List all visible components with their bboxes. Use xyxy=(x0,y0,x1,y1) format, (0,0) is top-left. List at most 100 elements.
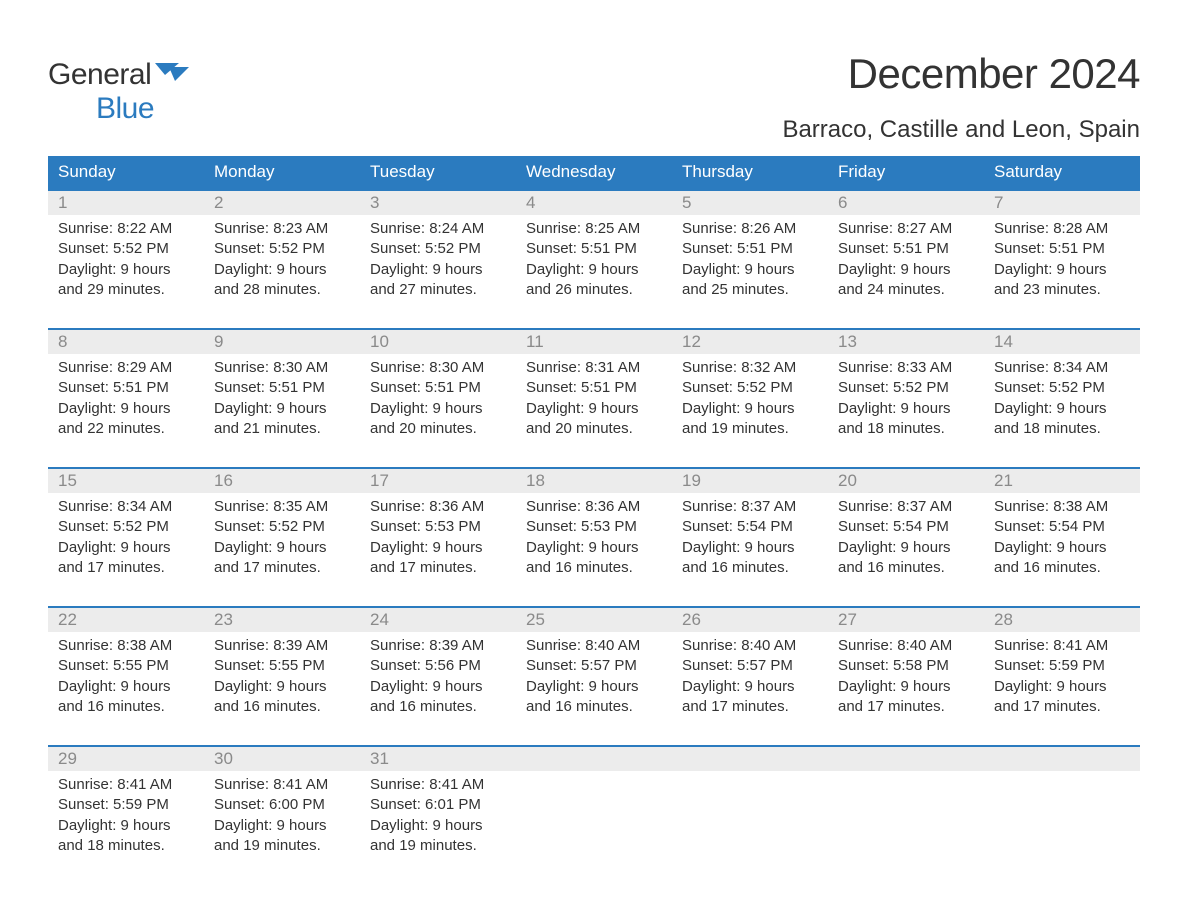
daylight-line2: and 17 minutes. xyxy=(838,697,974,717)
day-number: 19 xyxy=(682,471,701,490)
daylight-line1: Daylight: 9 hours xyxy=(214,399,350,419)
sunrise-line: Sunrise: 8:37 AM xyxy=(838,497,974,517)
sunrise-line: Sunrise: 8:32 AM xyxy=(682,358,818,378)
weekday-header: Sunday xyxy=(48,156,204,189)
day-number-row: 18 xyxy=(516,469,672,493)
sunrise-line: Sunrise: 8:34 AM xyxy=(58,497,194,517)
sunset-line: Sunset: 5:52 PM xyxy=(58,517,194,537)
sunset-line: Sunset: 5:51 PM xyxy=(58,378,194,398)
day-details: Sunrise: 8:39 AMSunset: 5:55 PMDaylight:… xyxy=(204,632,360,721)
day-number: 11 xyxy=(526,332,544,351)
day-details: Sunrise: 8:38 AMSunset: 5:54 PMDaylight:… xyxy=(984,493,1140,582)
day-number-row: 10 xyxy=(360,330,516,354)
day-details: Sunrise: 8:40 AMSunset: 5:57 PMDaylight:… xyxy=(672,632,828,721)
day-number-row: 11 xyxy=(516,330,672,354)
daylight-line2: and 22 minutes. xyxy=(58,419,194,439)
day-number: 16 xyxy=(214,471,233,490)
day-number-row: 7 xyxy=(984,191,1140,215)
day-number-row: 9 xyxy=(204,330,360,354)
calendar-day: 11 Sunrise: 8:31 AMSunset: 5:51 PMDayligh… xyxy=(516,330,672,443)
day-number: 6 xyxy=(838,193,847,212)
sunrise-line: Sunrise: 8:35 AM xyxy=(214,497,350,517)
title-block: December 2024 Barraco, Castille and Leon… xyxy=(782,50,1140,144)
calendar-day: 4Sunrise: 8:25 AMSunset: 5:51 PMDaylight… xyxy=(516,191,672,304)
daylight-line1: Daylight: 9 hours xyxy=(370,260,506,280)
daylight-line2: and 21 minutes. xyxy=(214,419,350,439)
day-number-row: . xyxy=(672,747,828,771)
day-number-row: 2 xyxy=(204,191,360,215)
day-details: Sunrise: 8:22 AMSunset: 5:52 PMDaylight:… xyxy=(48,215,204,304)
sunrise-line: Sunrise: 8:25 AM xyxy=(526,219,662,239)
sunset-line: Sunset: 5:56 PM xyxy=(370,656,506,676)
day-number-row: 3 xyxy=(360,191,516,215)
sunset-line: Sunset: 5:53 PM xyxy=(370,517,506,537)
daylight-line1: Daylight: 9 hours xyxy=(58,260,194,280)
day-number-row: 15 xyxy=(48,469,204,493)
sunset-line: Sunset: 5:57 PM xyxy=(682,656,818,676)
day-number: 13 xyxy=(838,332,857,351)
calendar-day: 7Sunrise: 8:28 AMSunset: 5:51 PMDaylight… xyxy=(984,191,1140,304)
daylight-line1: Daylight: 9 hours xyxy=(994,538,1130,558)
day-number-row: 19 xyxy=(672,469,828,493)
day-details: Sunrise: 8:23 AMSunset: 5:52 PMDaylight:… xyxy=(204,215,360,304)
day-number-row: 4 xyxy=(516,191,672,215)
calendar-day: 20Sunrise: 8:37 AMSunset: 5:54 PMDayligh… xyxy=(828,469,984,582)
daylight-line1: Daylight: 9 hours xyxy=(58,816,194,836)
sunset-line: Sunset: 5:54 PM xyxy=(994,517,1130,537)
calendar-day: 21Sunrise: 8:38 AMSunset: 5:54 PMDayligh… xyxy=(984,469,1140,582)
sunset-line: Sunset: 5:52 PM xyxy=(682,378,818,398)
daylight-line2: and 16 minutes. xyxy=(526,697,662,717)
day-details: Sunrise: 8:36 AMSunset: 5:53 PMDaylight:… xyxy=(360,493,516,582)
daylight-line1: Daylight: 9 hours xyxy=(214,260,350,280)
sunrise-line: Sunrise: 8:27 AM xyxy=(838,219,974,239)
sunset-line: Sunset: 5:51 PM xyxy=(526,378,662,398)
day-number-row: 29 xyxy=(48,747,204,771)
day-number-row: 17 xyxy=(360,469,516,493)
daylight-line1: Daylight: 9 hours xyxy=(370,816,506,836)
day-number-row: 6 xyxy=(828,191,984,215)
day-details: Sunrise: 8:41 AMSunset: 5:59 PMDaylight:… xyxy=(984,632,1140,721)
day-details: Sunrise: 8:41 AMSunset: 5:59 PMDaylight:… xyxy=(48,771,204,860)
sunrise-line: Sunrise: 8:41 AM xyxy=(58,775,194,795)
weekday-header: Friday xyxy=(828,156,984,189)
day-details: Sunrise: 8:41 AMSunset: 6:00 PMDaylight:… xyxy=(204,771,360,860)
calendar-week: 8Sunrise: 8:29 AMSunset: 5:51 PMDaylight… xyxy=(48,328,1140,443)
daylight-line1: Daylight: 9 hours xyxy=(370,399,506,419)
day-number-row: . xyxy=(516,747,672,771)
day-details: Sunrise: 8:39 AMSunset: 5:56 PMDaylight:… xyxy=(360,632,516,721)
daylight-line1: Daylight: 9 hours xyxy=(682,677,818,697)
day-number-row: 26 xyxy=(672,608,828,632)
daylight-line2: and 19 minutes. xyxy=(214,836,350,856)
calendar-week: 29Sunrise: 8:41 AMSunset: 5:59 PMDayligh… xyxy=(48,745,1140,860)
sunset-line: Sunset: 5:52 PM xyxy=(214,239,350,259)
day-number-row: 22 xyxy=(48,608,204,632)
day-details: Sunrise: 8:31 AMSunset: 5:51 PMDaylight:… xyxy=(516,354,672,443)
day-number: 17 xyxy=(370,471,389,490)
day-details: Sunrise: 8:28 AMSunset: 5:51 PMDaylight:… xyxy=(984,215,1140,304)
calendar-day: 22Sunrise: 8:38 AMSunset: 5:55 PMDayligh… xyxy=(48,608,204,721)
day-number: 8 xyxy=(58,332,67,351)
sunset-line: Sunset: 5:53 PM xyxy=(526,517,662,537)
calendar-day: 6Sunrise: 8:27 AMSunset: 5:51 PMDaylight… xyxy=(828,191,984,304)
day-details: Sunrise: 8:40 AMSunset: 5:57 PMDaylight:… xyxy=(516,632,672,721)
weekday-header: Tuesday xyxy=(360,156,516,189)
sunrise-line: Sunrise: 8:39 AM xyxy=(214,636,350,656)
weekday-header: Saturday xyxy=(984,156,1140,189)
calendar-day: 26Sunrise: 8:40 AMSunset: 5:57 PMDayligh… xyxy=(672,608,828,721)
calendar-day: 29Sunrise: 8:41 AMSunset: 5:59 PMDayligh… xyxy=(48,747,204,860)
day-number: 10 xyxy=(370,332,389,351)
sunrise-line: Sunrise: 8:29 AM xyxy=(58,358,194,378)
day-number-row: 23 xyxy=(204,608,360,632)
day-details: Sunrise: 8:34 AMSunset: 5:52 PMDaylight:… xyxy=(984,354,1140,443)
calendar-day: 30Sunrise: 8:41 AMSunset: 6:00 PMDayligh… xyxy=(204,747,360,860)
daylight-line1: Daylight: 9 hours xyxy=(58,677,194,697)
calendar-day: . xyxy=(672,747,828,860)
calendar-day: 10Sunrise: 8:30 AMSunset: 5:51 PMDayligh… xyxy=(360,330,516,443)
daylight-line2: and 17 minutes. xyxy=(370,558,506,578)
logo-text-blue: Blue xyxy=(96,92,154,126)
sunrise-line: Sunrise: 8:37 AM xyxy=(682,497,818,517)
calendar-day: 16Sunrise: 8:35 AMSunset: 5:52 PMDayligh… xyxy=(204,469,360,582)
sunrise-line: Sunrise: 8:26 AM xyxy=(682,219,818,239)
sunset-line: Sunset: 5:51 PM xyxy=(682,239,818,259)
daylight-line2: and 16 minutes. xyxy=(526,558,662,578)
